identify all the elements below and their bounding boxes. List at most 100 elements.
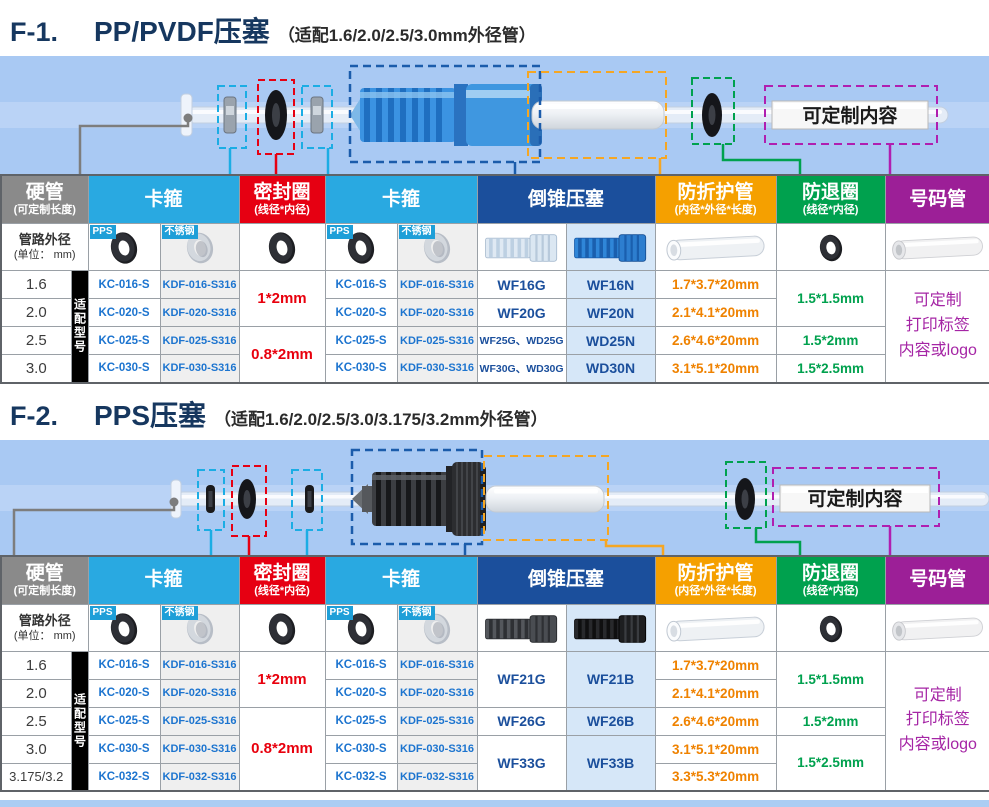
- clamp-pps-model: KC-030-S: [87, 354, 161, 383]
- pps-tag: PPS: [89, 605, 116, 620]
- plug-dashed-box: [348, 64, 542, 164]
- od-value: 1.6: [0, 270, 72, 299]
- header-clamp-1: 卡箍: [87, 555, 240, 605]
- steel-tag: 不锈钢: [161, 605, 198, 620]
- number-dashed-box: [764, 85, 938, 145]
- section-f1-title: F-1. PP/PVDF压塞 （适配1.6/2.0/2.5/3.0mm外径管）: [0, 0, 989, 56]
- custom-label-box: 可定制内容: [779, 484, 931, 512]
- number-image-cell: [884, 603, 989, 652]
- f2-assembly-diagram: 可定制内容: [0, 439, 989, 555]
- retainer-size: 1.5*1.5mm: [775, 650, 886, 708]
- header-hard-tube: 硬管 (可定制长度): [0, 555, 89, 605]
- f2-row-5: 3.175/3.2 KC-032-S KDF-032-S316 KC-032-S…: [0, 762, 989, 792]
- pvdf-fitting-icon: [571, 229, 651, 267]
- clamp2-steel-model: KDF-020-S316: [396, 678, 478, 708]
- header-retainer: 防退圈 (线径*内径): [775, 174, 886, 224]
- clamp-graphic-2: [310, 96, 324, 134]
- plug-fitting-graphic: [352, 461, 486, 536]
- sleeve-dashed-box: [527, 71, 667, 159]
- clamp2-steel-model: KDF-020-S316: [396, 298, 478, 327]
- oring-icon: [259, 228, 305, 268]
- retainer-image-cell: [775, 223, 886, 271]
- clamp-steel-model: KDF-020-S316: [159, 678, 240, 708]
- header-number: 号码管: [884, 555, 989, 605]
- model-group-bar: 适配型号: [70, 650, 89, 792]
- white-tube-icon: [888, 231, 988, 265]
- sleeve-size: 2.6*4.6*20mm: [654, 326, 777, 355]
- clamp2-steel-model: KDF-016-S316: [396, 270, 478, 299]
- od-value: 3.175/3.2: [0, 762, 72, 792]
- f2-product-image-row: 管路外径 (单位： mm) PPS 不锈钢 PPS 不锈钢: [0, 603, 989, 652]
- plug-model-g: WF30G、WD30G: [476, 354, 567, 383]
- pps-tag: PPS: [326, 605, 353, 620]
- clamp-pps-model: KC-030-S: [87, 734, 161, 764]
- seal-size: 0.8*2mm: [238, 706, 326, 792]
- plug-model-g: WF33G: [476, 734, 567, 792]
- clamp-graphic-1: [223, 96, 237, 134]
- header-clamp-2: 卡箍: [324, 174, 478, 224]
- plug-model-b: WF33B: [565, 734, 656, 792]
- seal-image-cell: [238, 223, 326, 271]
- clamp-steel-model: KDF-016-S316: [159, 650, 240, 680]
- sleeve-image-cell: [654, 603, 777, 652]
- retainer-dashed-box: [691, 77, 735, 145]
- sleeve-image-cell: [654, 223, 777, 271]
- clamp2-pps-model: KC-020-S: [324, 298, 398, 327]
- od-value: 2.5: [0, 326, 72, 355]
- oring-icon: [259, 609, 305, 649]
- clamp-pps-model: KC-016-S: [87, 650, 161, 680]
- note-line1: 可定制: [913, 292, 962, 310]
- clamp2-steel-model: KDF-025-S316: [396, 326, 478, 355]
- note-line2: 打印标签: [905, 711, 970, 729]
- clamp-pps-model: KC-025-S: [87, 706, 161, 736]
- header-hard-tube: 硬管 (可定制长度): [0, 174, 89, 224]
- header-plug: 倒锥压塞: [476, 555, 656, 605]
- plug-model-g: WF16G: [476, 270, 567, 299]
- retainer-oring-graphic: [702, 93, 722, 137]
- f1-row-3: 2.5 KC-025-S KDF-025-S316 0.8*2mm KC-025…: [0, 326, 989, 383]
- clamp-graphic-2: [305, 484, 314, 513]
- od-value: 3.0: [0, 354, 72, 383]
- od-value: 1.6: [0, 650, 72, 680]
- f2-header-row: 硬管 (可定制长度) 卡箍 密封圈 (线径*内径) 卡箍 倒锥压塞 防折护管 (内径*…: [0, 555, 989, 605]
- f1-assembly-diagram: 可定制内容: [0, 56, 989, 174]
- steel-tag: 不锈钢: [398, 225, 435, 239]
- number-dashed-box: [772, 466, 940, 527]
- oring-icon: [809, 610, 853, 648]
- od-header-cell: 管路外径 (单位： mm): [0, 223, 89, 271]
- custom-label-text: 可定制内容: [802, 104, 897, 127]
- clamp2-steel-image-cell: 不锈钢: [396, 603, 478, 652]
- retainer-size: 1.5*1.5mm: [775, 270, 886, 327]
- pps-fitting-icon: [482, 610, 562, 648]
- clamp-pps-model: KC-016-S: [87, 270, 161, 299]
- sleeve-size: 3.1*5.1*20mm: [654, 354, 777, 383]
- pp-fitting-icon: [482, 229, 562, 267]
- white-tube-icon: [888, 612, 988, 646]
- section-f2-id: F-2.: [10, 400, 59, 431]
- plug-model-n: WF16N: [565, 270, 656, 299]
- sleeve-size: 2.6*4.6*20mm: [654, 706, 777, 736]
- header-retainer: 防退圈 (线径*内径): [775, 555, 886, 605]
- f2-row-1: 1.6 适配型号 KC-016-S KDF-016-S316 1*2mm KC-…: [0, 650, 989, 792]
- section-f2-subtitle: （适配1.6/2.0/2.5/3.0/3.175/3.2mm外径管）: [214, 409, 548, 429]
- f1-header-row: 硬管 (可定制长度) 卡箍 密封圈 (线径*内径) 卡箍 倒锥压塞 防折护管 (内径*…: [0, 174, 989, 224]
- plug-model-b: WF26B: [565, 706, 656, 736]
- clear-tube-icon: [662, 612, 770, 646]
- clamp-pps-image-cell: PPS: [87, 603, 161, 652]
- retainer-dashed-box: [725, 460, 767, 529]
- clamp-graphic-1: [206, 484, 215, 513]
- sleeve-size: 3.3*5.3*20mm: [654, 762, 777, 792]
- clamp-pps-model: KC-020-S: [87, 678, 161, 708]
- f1-row-1: 1.6 适配型号 KC-016-S KDF-016-S316 1*2mm KC-…: [0, 270, 989, 383]
- plug-pps-gray-image-cell: [476, 603, 567, 652]
- f2-spec-table: 硬管 (可定制长度) 卡箍 密封圈 (线径*内径) 卡箍 倒锥压塞 防折护管 (内径*…: [0, 554, 989, 792]
- steel-tag: 不锈钢: [161, 225, 198, 239]
- retainer-oring-graphic: [735, 477, 755, 520]
- section-f1-id: F-1.: [10, 17, 59, 47]
- clamp2-steel-model: KDF-032-S316: [396, 762, 478, 792]
- model-group-bar: 适配型号: [70, 270, 89, 383]
- plug-dashed-box: [350, 448, 484, 545]
- f2-row-3: 2.5 KC-025-S KDF-025-S316 0.8*2mm KC-025…: [0, 706, 989, 792]
- section-gap: [0, 383, 989, 392]
